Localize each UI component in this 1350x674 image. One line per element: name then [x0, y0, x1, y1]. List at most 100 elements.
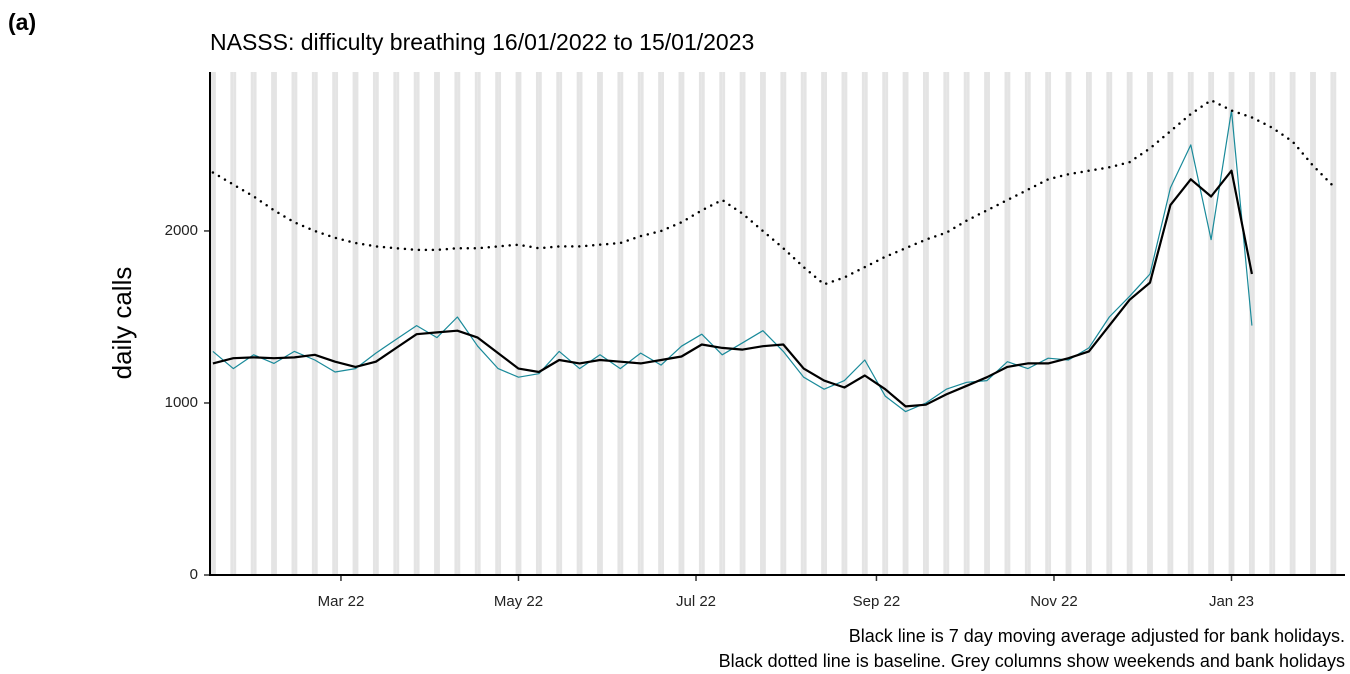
weekend-column — [311, 72, 315, 575]
x-tick-label: May 22 — [494, 593, 543, 610]
x-tick-label: Sep 22 — [853, 593, 901, 610]
weekend-column — [396, 72, 400, 575]
weekend-column — [1187, 72, 1191, 575]
weekend-column — [824, 72, 827, 575]
weekend-column — [1129, 72, 1133, 575]
weekend-column — [576, 72, 580, 575]
weekend-column — [658, 72, 662, 575]
footnote: Black line is 7 day moving average adjus… — [849, 626, 1345, 646]
chart-title: NASSS: difficulty breathing 16/01/2022 t… — [210, 29, 754, 55]
weekend-column — [1228, 72, 1232, 575]
weekend-column — [474, 72, 478, 575]
weekend-column — [925, 72, 929, 575]
weekend-column — [946, 72, 950, 575]
weekend-column — [515, 72, 519, 575]
weekend-column — [698, 72, 702, 575]
weekend-column — [637, 72, 641, 575]
weekend-column — [454, 72, 458, 575]
weekend-column — [885, 72, 889, 575]
weekend-column — [498, 72, 502, 575]
series-line — [211, 98, 1335, 286]
weekend-column — [355, 72, 359, 575]
weekend-column — [923, 72, 926, 575]
weekend-column — [803, 72, 807, 575]
weekend-column — [742, 72, 746, 575]
weekend-column — [1231, 72, 1235, 575]
weekend-column — [661, 72, 664, 575]
weekend-column — [760, 72, 763, 575]
weekend-column — [372, 72, 376, 575]
y-axis-title: daily calls — [107, 267, 137, 380]
weekend-column — [821, 72, 825, 575]
weekend-column — [233, 72, 237, 575]
weekend-column — [518, 72, 522, 575]
weekend-column — [535, 72, 539, 575]
weekend-column — [457, 72, 461, 575]
weekend-column — [701, 72, 705, 575]
weekend-column — [1024, 72, 1028, 575]
weekend-column — [1126, 72, 1130, 575]
weekend-column — [762, 72, 766, 575]
weekend-column — [943, 72, 947, 575]
weekend-column — [434, 72, 437, 575]
weekend-column — [800, 72, 804, 575]
weekend-column — [556, 72, 560, 575]
weekend-column — [335, 72, 339, 575]
weekend-column — [314, 72, 318, 575]
weekend-column — [538, 72, 542, 575]
weekend-column — [1310, 72, 1313, 575]
weekend-column — [1292, 72, 1296, 575]
weekend-column — [332, 72, 336, 575]
weekend-column — [681, 72, 685, 575]
x-tick-label: Mar 22 — [318, 593, 365, 610]
weekend-column — [902, 72, 906, 575]
y-tick-label: 0 — [190, 566, 198, 583]
weekend-column — [250, 72, 254, 575]
footnote: Black dotted line is baseline. Grey colu… — [719, 651, 1345, 671]
weekend-column — [1048, 72, 1052, 575]
weekend-column — [1208, 72, 1212, 575]
weekend-column — [963, 72, 967, 575]
weekend-column — [579, 72, 583, 575]
weekend-column — [783, 72, 787, 575]
weekend-column — [230, 72, 234, 575]
weekend-column — [212, 72, 216, 575]
weekend-column — [739, 72, 743, 575]
weekend-column — [864, 72, 868, 575]
weekend-column — [1269, 72, 1273, 575]
weekend-column — [780, 72, 784, 575]
weekend-column — [274, 72, 277, 575]
weekend-column — [1106, 72, 1110, 575]
weekend-column — [1150, 72, 1153, 575]
x-tick-label: Nov 22 — [1030, 593, 1078, 610]
weekend-column — [1085, 72, 1089, 575]
weekend-column — [291, 72, 295, 575]
weekend-column — [984, 72, 988, 575]
weekend-column — [987, 72, 990, 575]
weekend-column — [882, 72, 886, 575]
weekend-column — [1045, 72, 1049, 575]
plot-area — [211, 98, 1335, 413]
weekend-column — [1211, 72, 1215, 575]
weekend-column — [416, 72, 420, 575]
weekend-column — [271, 72, 275, 575]
weekend-column — [559, 72, 563, 575]
weekend-column — [352, 72, 356, 575]
weekend-column — [1007, 72, 1011, 575]
weekend-column — [966, 72, 970, 575]
weekend-column — [719, 72, 723, 575]
weekend-column — [1333, 72, 1337, 575]
weekend-column — [1251, 72, 1255, 575]
weekend-column — [1330, 72, 1334, 575]
weekend-column — [620, 72, 624, 575]
weekend-column — [1272, 72, 1276, 575]
weekend-column — [477, 72, 481, 575]
panel-label: (a) — [8, 9, 36, 35]
series-line — [212, 109, 1253, 413]
y-tick-label: 2000 — [165, 222, 198, 239]
weekend-column — [722, 72, 726, 575]
weekend-column — [1147, 72, 1151, 575]
weekend-column — [841, 72, 845, 575]
weekend-column — [905, 72, 909, 575]
